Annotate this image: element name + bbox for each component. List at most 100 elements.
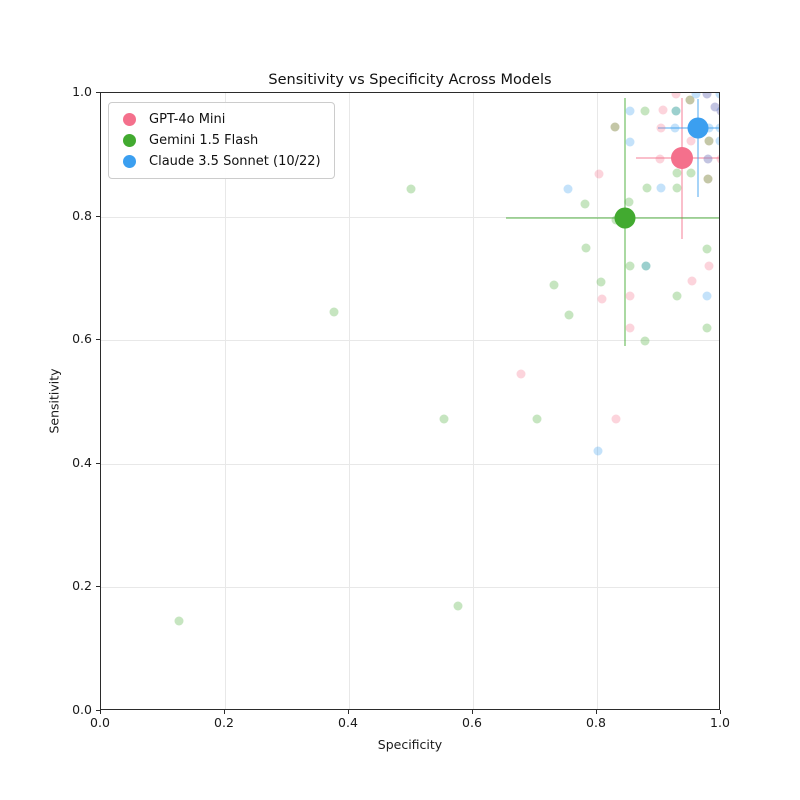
scatter-point — [596, 277, 606, 287]
y-tick-label: 0.0 — [72, 702, 92, 717]
scatter-point — [716, 154, 719, 163]
legend-label: Gemini 1.5 Flash — [149, 133, 259, 148]
scatter-point — [581, 243, 591, 252]
x-tick-mark — [596, 710, 597, 714]
mean-point — [670, 146, 693, 169]
scatter-point — [580, 199, 590, 209]
scatter-point — [704, 123, 714, 133]
legend-item: GPT-4o Mini — [117, 109, 321, 130]
scatter-point — [686, 136, 696, 146]
scatter-point — [640, 336, 650, 346]
error-bar-vertical — [697, 98, 700, 198]
scatter-point — [703, 174, 713, 184]
x-tick-label: 0.2 — [214, 715, 234, 730]
error-bar-horizontal — [505, 216, 719, 219]
y-tick-label: 0.4 — [72, 454, 92, 470]
scatter-point — [642, 183, 652, 193]
y-tick-mark — [96, 339, 100, 341]
gridline-y — [101, 463, 719, 465]
legend-swatch-claude-sonnet — [123, 155, 136, 168]
legend-label: GPT-4o Mini — [149, 112, 226, 127]
scatter-point — [624, 197, 634, 207]
scatter-point — [594, 169, 604, 179]
scatter-point — [672, 168, 682, 178]
scatter-point — [687, 276, 697, 286]
scatter-point — [672, 291, 682, 301]
y-tick-mark — [96, 462, 100, 464]
scatter-point — [174, 616, 183, 626]
scatter-point — [671, 106, 681, 116]
scatter-point — [641, 261, 651, 271]
scatter-point — [549, 280, 559, 290]
mean-point — [614, 207, 636, 229]
y-tick-mark — [96, 586, 100, 588]
scatter-point — [658, 105, 668, 115]
scatter-point — [671, 106, 681, 116]
scatter-point — [685, 95, 695, 105]
scatter-point — [702, 323, 712, 333]
scatter-point — [715, 93, 719, 99]
legend-swatch-gpt4o-mini — [123, 113, 136, 126]
scatter-point — [716, 106, 719, 116]
x-tick-mark — [100, 710, 101, 714]
scatter-point — [655, 154, 665, 163]
y-tick-label: 0.6 — [72, 331, 92, 347]
chart-title: Sensitivity vs Specificity Across Models — [268, 72, 552, 88]
gridline-y — [101, 587, 719, 589]
legend-swatch-gemini-flash — [123, 134, 136, 147]
x-tick-mark — [472, 710, 473, 714]
scatter-point — [610, 122, 620, 132]
y-tick-label: 0.2 — [72, 578, 92, 594]
scatter-point — [704, 136, 714, 146]
scatter-point — [710, 102, 719, 112]
scatter-point — [686, 168, 696, 178]
scatter-point — [671, 93, 681, 99]
scatter-point — [656, 123, 666, 133]
legend-item: Claude 3.5 Sonnet (10/22) — [117, 151, 321, 172]
scatter-point — [715, 136, 719, 146]
scatter-point — [703, 154, 713, 163]
scatter-point — [641, 261, 651, 271]
scatter-point — [625, 137, 635, 147]
x-tick-label: 0.8 — [586, 715, 606, 730]
scatter-point — [625, 261, 635, 271]
scatter-point — [564, 310, 574, 320]
legend-item: Gemini 1.5 Flash — [117, 130, 321, 151]
gridline-x — [597, 93, 598, 709]
x-tick-mark — [224, 710, 225, 714]
scatter-point — [704, 261, 714, 271]
gridline-x — [473, 93, 474, 709]
scatter-point — [702, 244, 712, 254]
scatter-point — [453, 601, 462, 611]
scatter-point — [640, 106, 650, 116]
scatter-point — [593, 446, 603, 456]
x-tick-mark — [720, 710, 721, 714]
y-tick-mark — [96, 215, 100, 217]
plot-area — [100, 92, 720, 710]
x-tick-label: 0.4 — [338, 715, 358, 730]
scatter-point — [516, 369, 526, 379]
legend-label: Claude 3.5 Sonnet (10/22) — [149, 154, 321, 169]
x-tick-label: 0.6 — [462, 715, 482, 730]
y-tick-mark — [96, 710, 100, 711]
scatter-point — [703, 174, 713, 184]
scatter-point — [702, 93, 712, 99]
scatter-point — [715, 123, 719, 133]
scatter-point — [406, 184, 416, 194]
scatter-point — [563, 184, 573, 194]
scatter-point — [670, 123, 679, 133]
legend: GPT-4o Mini Gemini 1.5 Flash Claude 3.5 … — [108, 102, 335, 179]
scatter-point — [439, 414, 449, 424]
scatter-point — [625, 291, 635, 301]
y-tick-mark — [96, 92, 100, 93]
gridline-y — [101, 216, 719, 218]
scatter-point — [611, 414, 621, 424]
scatter-point — [656, 183, 666, 193]
y-axis-label: Sensitivity — [46, 368, 62, 434]
scatter-point — [532, 414, 542, 424]
scatter-point — [597, 294, 607, 304]
scatter-point — [702, 291, 712, 301]
scatter-point — [625, 106, 635, 116]
scatter-point — [672, 183, 682, 193]
